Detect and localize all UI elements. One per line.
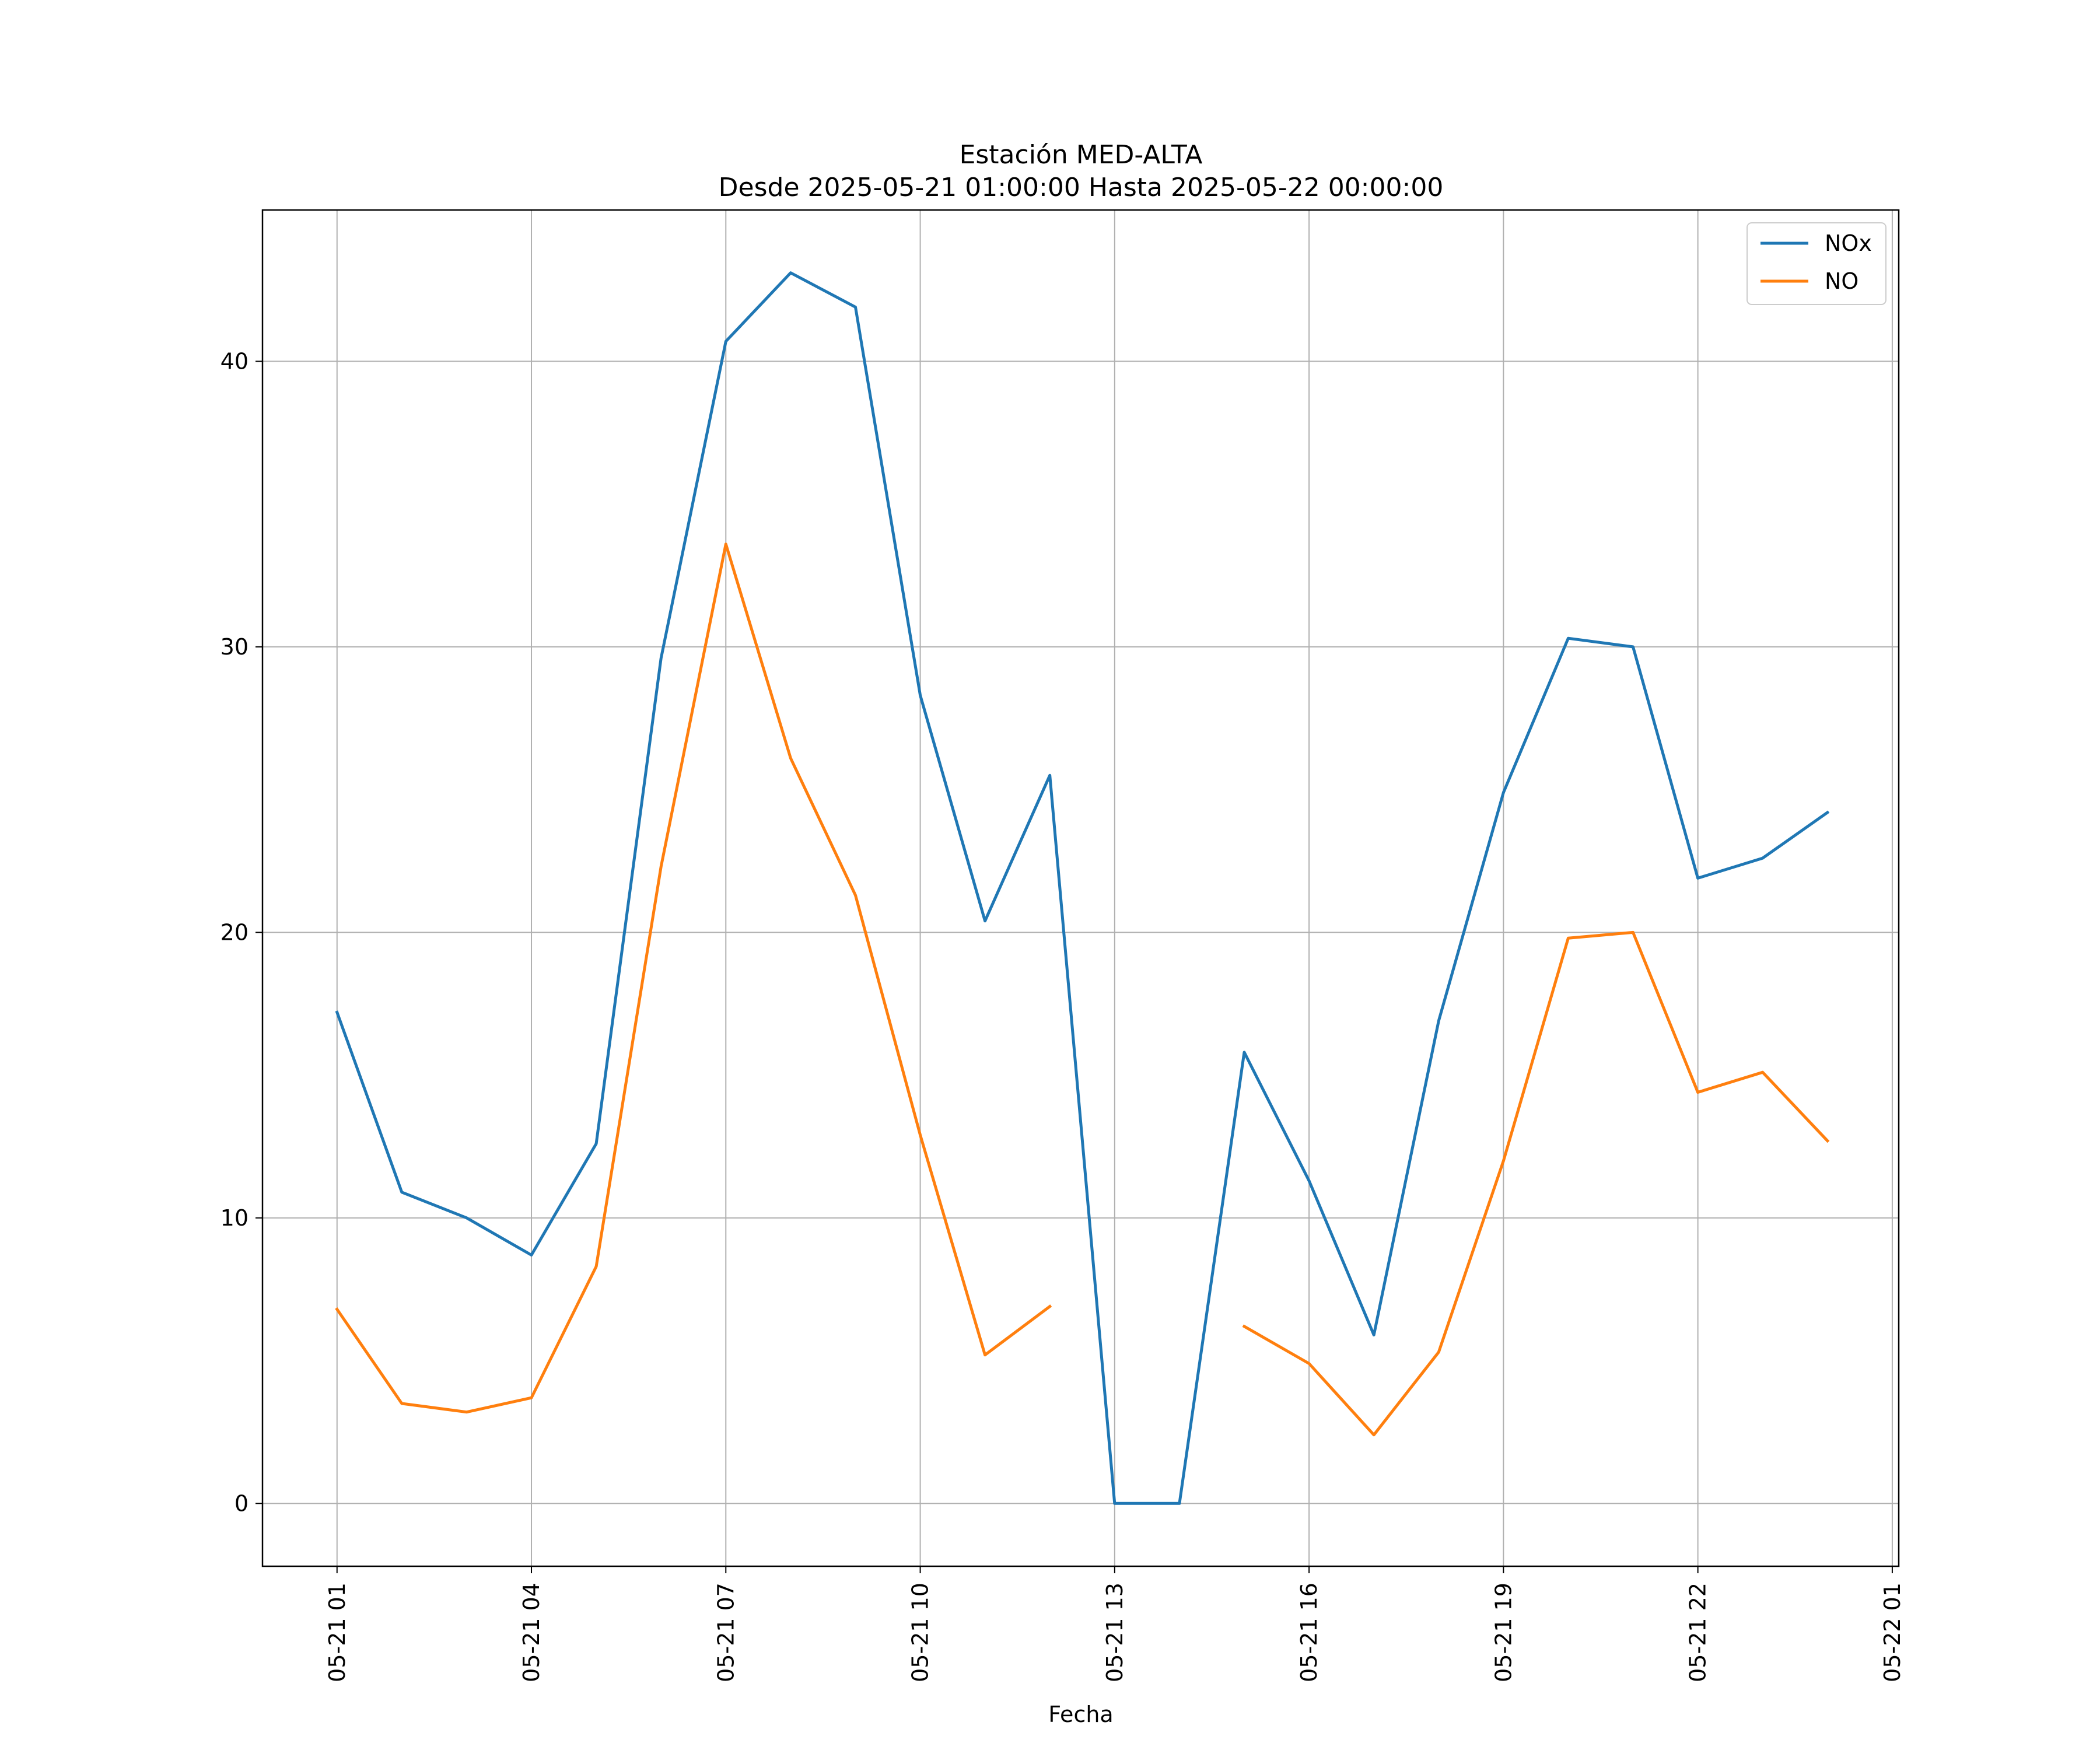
plot-frame — [261, 209, 1900, 1567]
y-tick-label: 0 — [235, 1490, 249, 1516]
series-layer — [335, 271, 1830, 1505]
x-tick-label: 05-21 13 — [1102, 1583, 1128, 1682]
y-tick-label: 30 — [220, 634, 249, 660]
x-axis-label: Fecha — [1048, 1702, 1113, 1727]
x-tick-label: 05-21 16 — [1296, 1583, 1322, 1682]
x-tick-label: 05-21 19 — [1490, 1583, 1516, 1682]
x-tick-label: 05-21 01 — [324, 1583, 350, 1682]
legend-label-nox: NOx — [1825, 230, 1872, 256]
grid — [262, 210, 1899, 1566]
chart-subtitle: Desde 2025-05-21 01:00:00 Hasta 2025-05-… — [719, 173, 1444, 202]
y-tick-label: 40 — [220, 348, 249, 374]
legend-label-no: NO — [1825, 268, 1859, 294]
ticks: 05-21 01 05-21 04 05-21 07 05-21 10 05-21 13… — [220, 348, 1905, 1682]
y-tick-label: 20 — [220, 919, 249, 945]
x-tick-label: 05-21 22 — [1685, 1583, 1711, 1682]
chart-title: Estación MED-ALTA — [960, 140, 1203, 170]
series-line-no — [335, 542, 1830, 1437]
x-tick-label: 05-21 04 — [519, 1583, 544, 1682]
x-tick-label: 05-22 01 — [1880, 1583, 1905, 1682]
x-tick-label: 05-21 10 — [908, 1583, 933, 1682]
y-tick-label: 10 — [220, 1205, 249, 1231]
legend: NOx NO — [1746, 222, 1887, 305]
series-line-nox — [335, 271, 1830, 1505]
x-tick-label: 05-21 07 — [713, 1583, 738, 1682]
